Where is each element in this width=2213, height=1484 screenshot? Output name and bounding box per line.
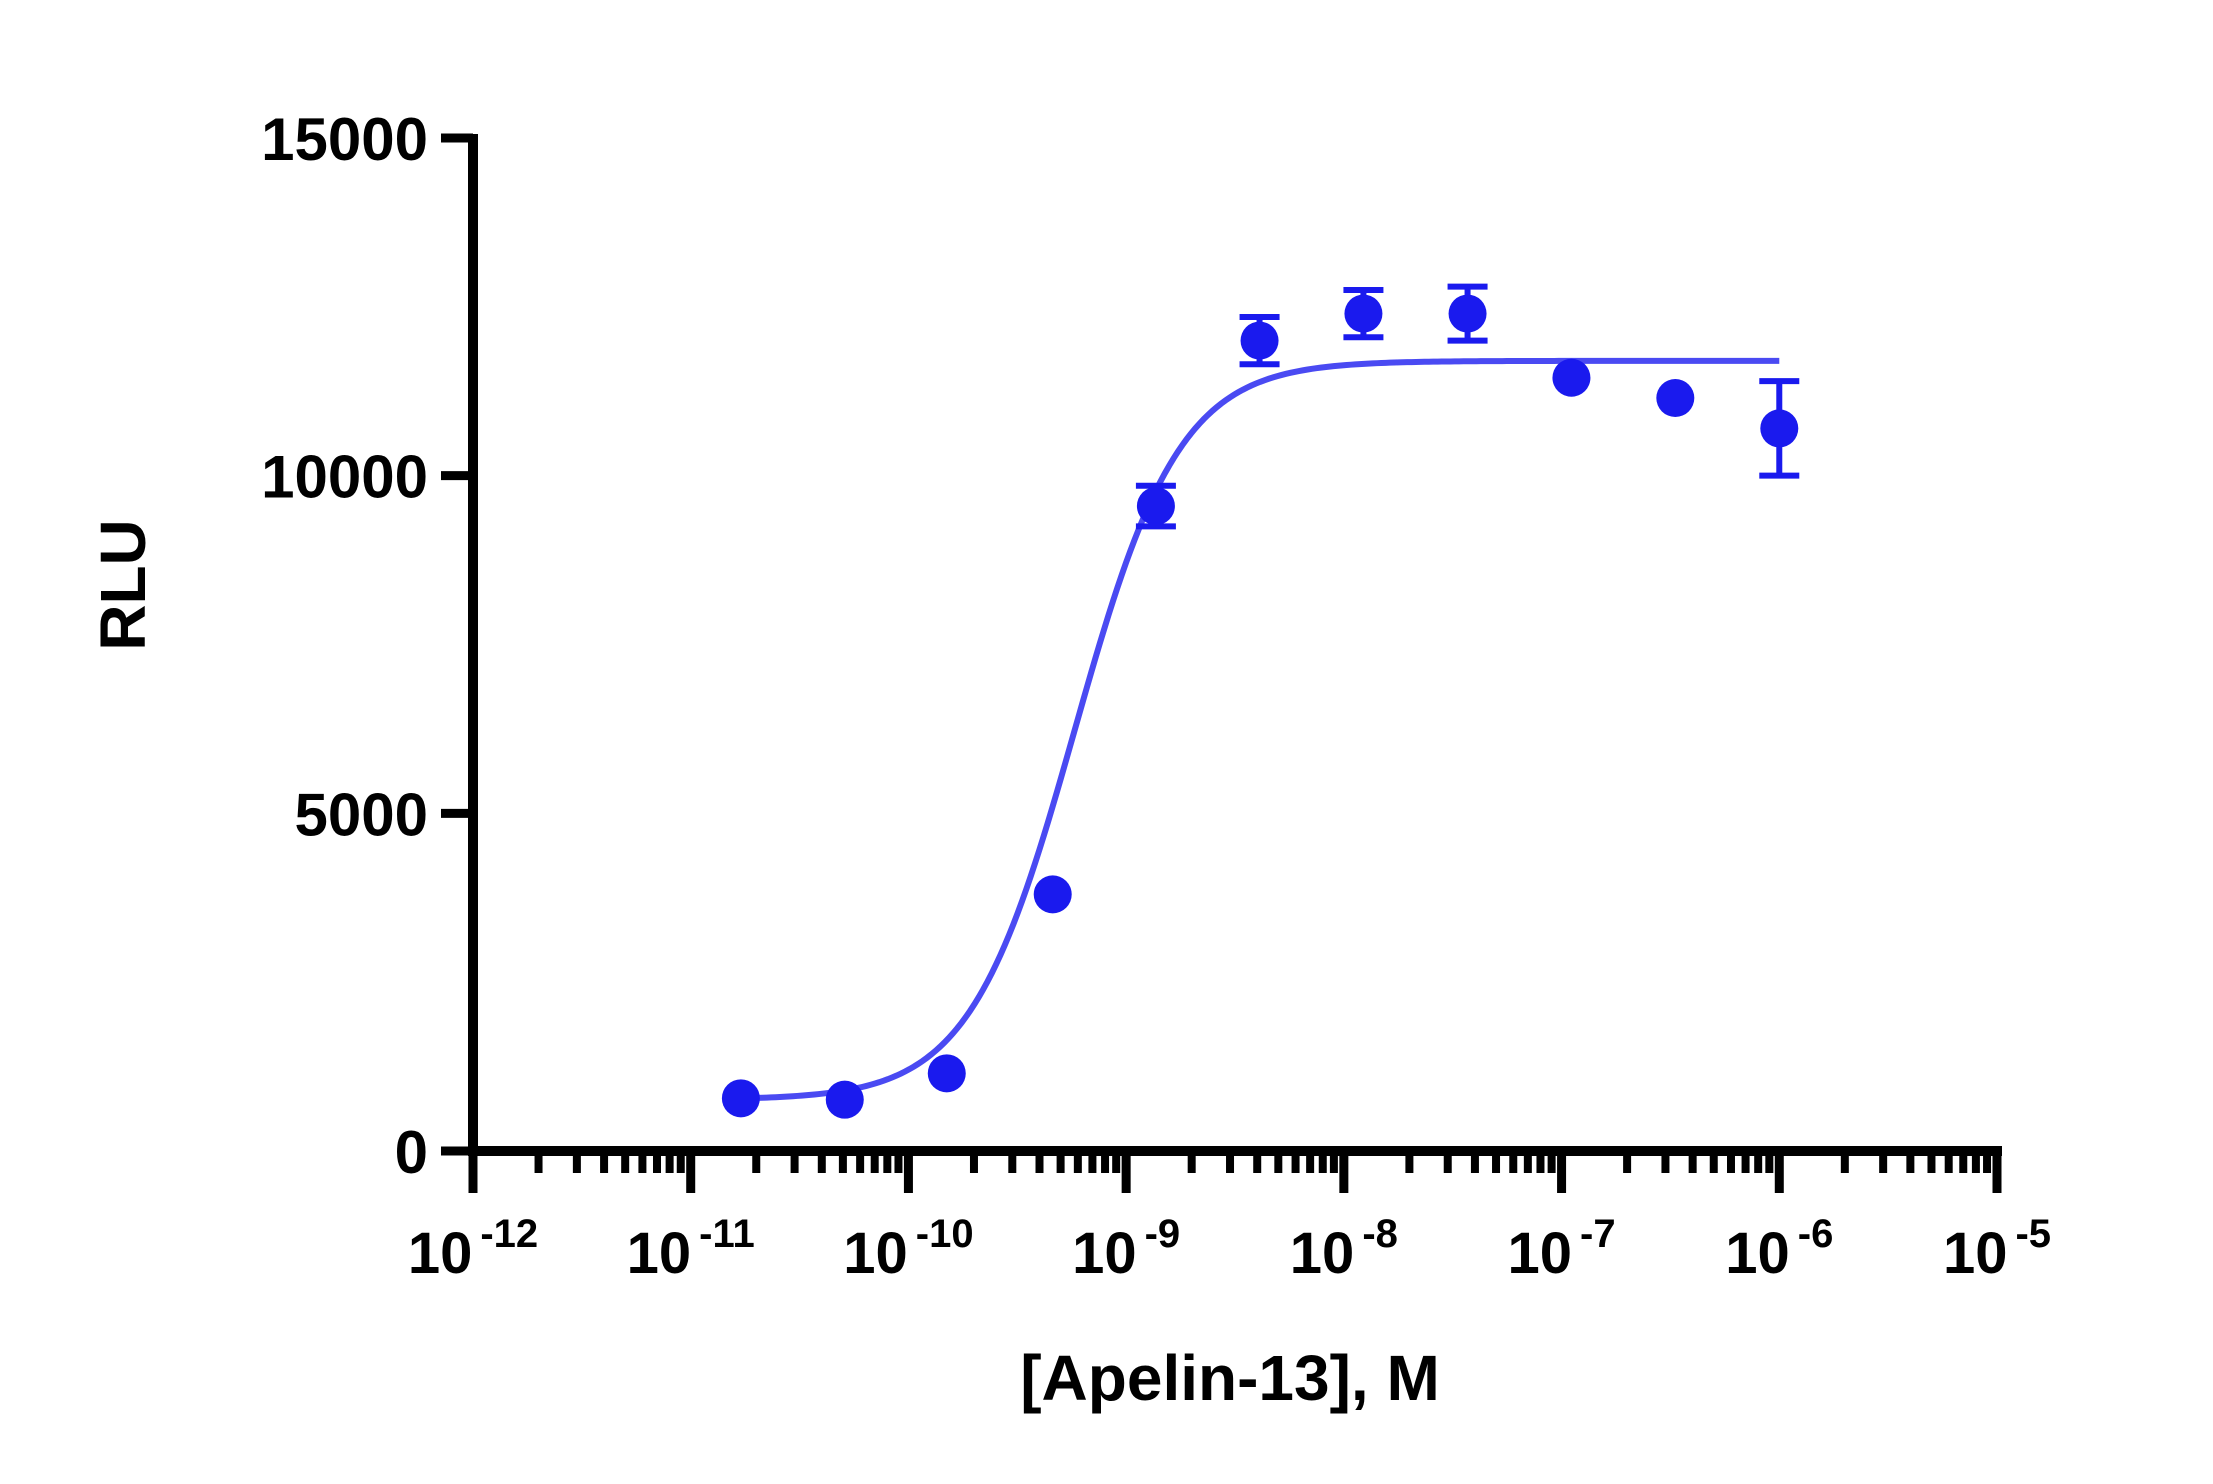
fit-curve-layer: [740, 357, 1780, 1102]
y-tick-label: 5000: [295, 781, 428, 848]
data-point: [825, 1080, 864, 1119]
x-tick-label: 10 -11: [627, 1212, 755, 1286]
data-point: [1136, 487, 1175, 526]
x-tick-base: 10: [1943, 1221, 2008, 1286]
x-tick-label: 10 -6: [1725, 1212, 1833, 1286]
x-tick-exponent: -10: [916, 1212, 974, 1256]
data-point: [1656, 379, 1695, 418]
x-axis-title: [Apelin-13], M: [1020, 1342, 1440, 1414]
x-tick-exponent: -5: [2015, 1212, 2051, 1256]
x-tick-base: 10: [1072, 1221, 1137, 1286]
data-point: [1760, 409, 1799, 448]
y-axis-title: RLU: [87, 519, 159, 651]
x-tick-label: 10 -12: [408, 1212, 538, 1286]
y-tick-label: 15000: [261, 106, 428, 173]
x-tick-label: 10 -10: [843, 1212, 973, 1286]
x-tick-exponent: -11: [699, 1212, 755, 1256]
x-tick-exponent: -6: [1798, 1212, 1834, 1256]
data-points-layer: [721, 283, 1800, 1119]
x-tick-base: 10: [1290, 1221, 1355, 1286]
data-point: [1552, 358, 1591, 397]
x-tick-exponent: -9: [1145, 1212, 1181, 1256]
x-tick-base: 10: [1725, 1221, 1790, 1286]
data-point: [721, 1079, 760, 1118]
data-point: [927, 1054, 966, 1093]
data-point: [1344, 294, 1383, 333]
x-tick-exponent: -8: [1362, 1212, 1398, 1256]
fit-curve: [740, 357, 1780, 1102]
x-tick-base: 10: [1508, 1221, 1573, 1286]
data-point: [1448, 294, 1487, 333]
x-tick-exponent: -7: [1580, 1212, 1616, 1256]
data-point: [1033, 875, 1072, 914]
x-tick-label: 10 -9: [1072, 1212, 1180, 1286]
x-tick-exponent: -12: [480, 1212, 538, 1256]
x-tick-base: 10: [843, 1221, 908, 1286]
y-tick-label: 10000: [261, 444, 428, 511]
x-tick-base: 10: [627, 1221, 692, 1286]
x-tick-label: 10 -7: [1508, 1212, 1616, 1286]
data-point: [1240, 321, 1279, 360]
x-tick-label: 10 -8: [1290, 1212, 1398, 1286]
y-tick-label: 0: [395, 1119, 428, 1186]
x-tick-label: 10 -5: [1943, 1212, 2051, 1286]
x-tick-base: 10: [408, 1221, 473, 1286]
